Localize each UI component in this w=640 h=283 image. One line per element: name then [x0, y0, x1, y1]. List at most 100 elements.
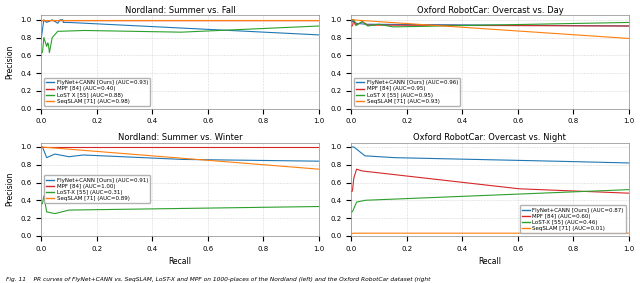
MPF [84] (AUC=0.40)	[170, 19, 177, 22]
FlyNet+CANN [Ours] (AUC=0.91)	[37, 145, 45, 149]
SeqSLAM [71] (AUC=0.89)	[265, 164, 273, 167]
LoST X [55] (AUC=0.88)	[37, 51, 45, 54]
Title: Nordland: Summer vs. Fall: Nordland: Summer vs. Fall	[125, 6, 236, 14]
LoST X [55] (AUC=0.95)	[575, 22, 583, 25]
LoST-X [55] (AUC=0.46)	[347, 210, 355, 214]
SeqSLAM [71] (AUC=0.89)	[203, 158, 211, 162]
LoST X [55] (AUC=0.95)	[498, 23, 506, 27]
SeqSLAM [71] (AUC=0.93)	[625, 37, 633, 40]
MPF [84] (AUC=1.00)	[171, 145, 179, 149]
MPF [84] (AUC=0.40)	[266, 19, 273, 22]
Y-axis label: Precision: Precision	[6, 45, 15, 79]
Line: LoST X [55] (AUC=0.95): LoST X [55] (AUC=0.95)	[351, 20, 629, 27]
LoST X [55] (AUC=0.95)	[389, 25, 397, 29]
MPF [84] (AUC=0.60)	[347, 190, 355, 193]
Title: Nordland: Summer vs. Winter: Nordland: Summer vs. Winter	[118, 133, 243, 142]
MPF [84] (AUC=0.95)	[575, 24, 583, 27]
MPF [84] (AUC=0.60)	[480, 183, 488, 186]
FlyNet+CANN [Ours] (AUC=0.96)	[481, 23, 488, 27]
MPF [84] (AUC=1.00)	[37, 145, 45, 149]
SeqSLAM [71] (AUC=0.01)	[498, 231, 506, 235]
LoST X [55] (AUC=0.88)	[188, 30, 195, 33]
SeqSLAM [71] (AUC=0.93)	[497, 28, 505, 32]
MPF [84] (AUC=1.00)	[203, 145, 211, 149]
FlyNet+CANN [Ours] (AUC=0.87)	[513, 158, 520, 162]
SeqSLAM [71] (AUC=0.98)	[37, 18, 45, 22]
LoST-X [55] (AUC=0.46)	[625, 188, 633, 191]
MPF [84] (AUC=1.00)	[188, 145, 195, 149]
FlyNet+CANN [Ours] (AUC=0.96)	[575, 24, 582, 27]
SeqSLAM [71] (AUC=0.89)	[308, 167, 316, 170]
SeqSLAM [71] (AUC=0.98)	[308, 18, 316, 22]
SeqSLAM [71] (AUC=0.89)	[169, 156, 177, 159]
MPF [84] (AUC=0.95)	[480, 24, 488, 27]
FlyNet+CANN [Ours] (AUC=0.87)	[347, 145, 355, 149]
FlyNet+CANN [Ours] (AUC=0.96)	[618, 24, 626, 28]
SeqSLAM [71] (AUC=0.93)	[618, 36, 626, 40]
Text: Fig. 11    PR curves of FlyNet+CANN vs. SeqSLAM, LoST-X and MPF on 1000-places o: Fig. 11 PR curves of FlyNet+CANN vs. Seq…	[6, 276, 431, 282]
Line: LoST-X [55] (AUC=0.46): LoST-X [55] (AUC=0.46)	[351, 190, 629, 212]
MPF [84] (AUC=0.60)	[498, 185, 506, 189]
FlyNet+CANN [Ours] (AUC=0.93)	[203, 28, 211, 31]
SeqSLAM [71] (AUC=0.01)	[349, 231, 357, 235]
MPF [84] (AUC=0.40)	[37, 20, 45, 23]
MPF [84] (AUC=1.00)	[308, 145, 316, 149]
FlyNet+CANN [Ours] (AUC=0.91)	[308, 159, 316, 163]
LoST X [55] (AUC=0.95)	[625, 21, 633, 24]
MPF [84] (AUC=0.40)	[172, 19, 179, 22]
FlyNet+CANN [Ours] (AUC=0.96)	[347, 18, 355, 22]
MPF [84] (AUC=1.00)	[169, 145, 177, 149]
Line: SeqSLAM [71] (AUC=0.01): SeqSLAM [71] (AUC=0.01)	[351, 233, 629, 234]
FlyNet+CANN [Ours] (AUC=0.96)	[479, 23, 487, 27]
MPF [84] (AUC=0.40)	[38, 19, 45, 22]
MPF [84] (AUC=0.60)	[619, 191, 627, 195]
LoST-X [55] (AUC=0.31)	[37, 202, 45, 205]
LoST-X [55] (AUC=0.31)	[170, 207, 178, 210]
SeqSLAM [71] (AUC=0.01)	[347, 232, 355, 236]
FlyNet+CANN [Ours] (AUC=0.93)	[188, 27, 196, 30]
Line: SeqSLAM [71] (AUC=0.93): SeqSLAM [71] (AUC=0.93)	[351, 20, 629, 38]
Line: MPF [84] (AUC=0.40): MPF [84] (AUC=0.40)	[41, 21, 319, 22]
LoST-X [55] (AUC=0.46)	[618, 188, 626, 192]
MPF [84] (AUC=0.95)	[619, 24, 627, 28]
Line: FlyNet+CANN [Ours] (AUC=0.96): FlyNet+CANN [Ours] (AUC=0.96)	[351, 20, 629, 26]
LoST-X [55] (AUC=0.31)	[51, 212, 59, 215]
FlyNet+CANN [Ours] (AUC=0.87)	[575, 160, 582, 164]
LoST X [55] (AUC=0.95)	[513, 23, 521, 26]
LoST X [55] (AUC=0.95)	[480, 23, 488, 27]
MPF [84] (AUC=0.95)	[350, 18, 358, 22]
FlyNet+CANN [Ours] (AUC=0.93)	[266, 31, 273, 34]
Line: FlyNet+CANN [Ours] (AUC=0.93): FlyNet+CANN [Ours] (AUC=0.93)	[41, 20, 319, 39]
FlyNet+CANN [Ours] (AUC=0.96)	[497, 23, 505, 27]
X-axis label: Recall: Recall	[479, 257, 501, 266]
Legend: FlyNet+CANN [Ours] (AUC=0.87), MPF [84] (AUC=0.60), LoST-X [55] (AUC=0.46), SeqS: FlyNet+CANN [Ours] (AUC=0.87), MPF [84] …	[520, 205, 626, 233]
SeqSLAM [71] (AUC=0.89)	[188, 157, 195, 161]
FlyNet+CANN [Ours] (AUC=0.91)	[315, 160, 323, 163]
MPF [84] (AUC=0.95)	[347, 24, 355, 28]
Legend: FlyNet+CANN [Ours] (AUC=0.96), MPF [84] (AUC=0.95), LoST X [55] (AUC=0.95), SeqS: FlyNet+CANN [Ours] (AUC=0.96), MPF [84] …	[354, 78, 460, 106]
FlyNet+CANN [Ours] (AUC=0.87)	[625, 161, 633, 165]
SeqSLAM [71] (AUC=0.93)	[513, 29, 520, 33]
LoST X [55] (AUC=0.95)	[619, 21, 627, 24]
LoST X [55] (AUC=0.88)	[169, 30, 177, 34]
FlyNet+CANN [Ours] (AUC=0.96)	[625, 24, 633, 28]
Line: MPF [84] (AUC=0.60): MPF [84] (AUC=0.60)	[351, 169, 629, 193]
FlyNet+CANN [Ours] (AUC=0.93)	[56, 18, 64, 22]
SeqSLAM [71] (AUC=0.89)	[37, 145, 45, 149]
LoST-X [55] (AUC=0.31)	[310, 205, 317, 208]
LoST-X [55] (AUC=0.46)	[481, 194, 488, 197]
SeqSLAM [71] (AUC=0.98)	[315, 18, 323, 22]
MPF [84] (AUC=0.60)	[481, 183, 489, 187]
FlyNet+CANN [Ours] (AUC=0.87)	[497, 158, 505, 162]
MPF [84] (AUC=0.40)	[188, 19, 196, 22]
FlyNet+CANN [Ours] (AUC=0.87)	[481, 158, 488, 161]
LoST-X [55] (AUC=0.46)	[497, 193, 505, 196]
FlyNet+CANN [Ours] (AUC=0.87)	[618, 161, 626, 164]
LoST-X [55] (AUC=0.31)	[172, 207, 180, 210]
LoST X [55] (AUC=0.88)	[171, 31, 179, 34]
Legend: FlyNet+CANN [Ours] (AUC=0.93), MPF [84] (AUC=0.40), LoST X [55] (AUC=0.88), SeqS: FlyNet+CANN [Ours] (AUC=0.93), MPF [84] …	[44, 78, 150, 106]
Line: SeqSLAM [71] (AUC=0.89): SeqSLAM [71] (AUC=0.89)	[41, 147, 319, 169]
LoST-X [55] (AUC=0.46)	[575, 190, 582, 193]
Title: Oxford RobotCar: Overcast vs. Night: Oxford RobotCar: Overcast vs. Night	[413, 133, 566, 142]
Line: FlyNet+CANN [Ours] (AUC=0.91): FlyNet+CANN [Ours] (AUC=0.91)	[41, 147, 319, 161]
